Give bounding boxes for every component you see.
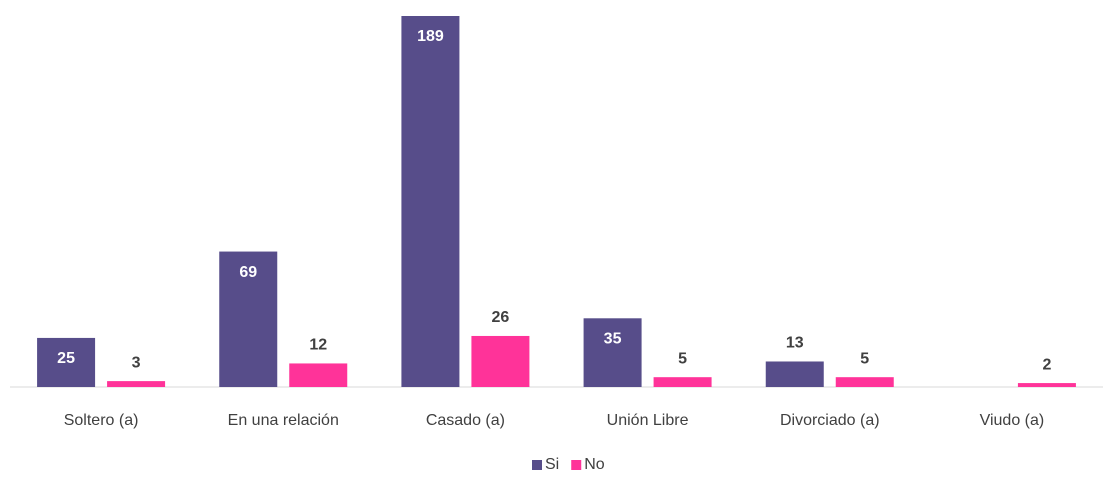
x-tick-label: Unión Libre [607,412,689,429]
data-label: 35 [604,331,622,348]
bar [1017,383,1076,387]
bar [289,363,348,387]
bar [37,337,96,387]
x-tick-label: Casado (a) [426,412,505,429]
x-tick-label: Viudo (a) [980,412,1045,429]
data-label: 12 [309,337,327,354]
data-label: 26 [492,309,510,326]
x-tick-label: Soltero (a) [64,412,139,429]
legend-label: No [584,456,605,473]
bar [583,318,642,387]
data-label: 13 [786,335,804,352]
bar [219,251,278,387]
data-label: 5 [860,350,869,367]
data-label: 69 [239,264,257,281]
legend-label: Si [545,456,559,473]
bar [107,381,166,387]
bar [765,361,824,387]
bar [401,16,460,387]
legend-swatch [571,460,582,470]
bar [471,335,530,387]
data-label: 189 [417,28,444,45]
bar [835,377,894,387]
bar [653,377,712,387]
data-label: 25 [57,350,75,367]
x-tick-label: Divorciado (a) [780,412,880,429]
data-label: 5 [678,350,687,367]
x-tick-label: En una relación [228,412,339,429]
legend-swatch [532,460,542,470]
data-label: 3 [132,354,141,371]
data-label: 2 [1042,356,1051,373]
